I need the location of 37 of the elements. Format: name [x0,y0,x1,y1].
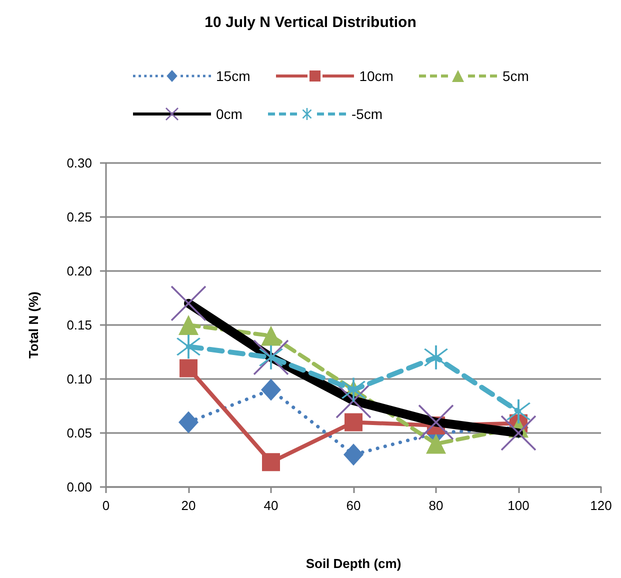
y-tick-label: 0.05 [66,426,92,440]
point [170,286,206,322]
point [261,326,281,346]
y-tick-label: 0.30 [66,156,92,170]
point [176,334,200,359]
point [261,378,281,401]
x-axis-title: Soil Depth (cm) [306,556,402,571]
point [426,434,446,454]
y-tick-label: 0.15 [66,318,92,332]
x-tick-label: 100 [508,498,530,513]
legend-label: 0cm [216,106,242,122]
legend-label: 10cm [359,68,394,84]
point [424,345,448,370]
chart-title: 10 July N Vertical Distribution [204,14,416,31]
point [418,404,454,440]
point [178,411,198,434]
y-tick-label: 0.25 [66,210,92,224]
point [178,315,198,335]
point [180,359,198,378]
point [344,413,362,432]
point [506,399,530,424]
legend-label: 15cm [216,68,250,84]
point [344,444,364,466]
x-tick-label: 60 [346,498,361,513]
legend-label: -5cm [351,106,383,122]
x-tick-label: 0 [102,498,110,513]
x-tick-label: 40 [264,498,278,513]
y-axis-title: Total N (%) [26,292,41,358]
x-tick-label: 80 [428,498,444,513]
y-tick-label: 0.20 [66,264,92,278]
point [259,345,283,370]
legend-label: 5cm [502,68,529,84]
y-tick-label: 0.10 [66,372,92,386]
y-tick-label: 0.00 [66,480,92,494]
x-tick-label: 20 [181,498,196,513]
x-tick-label: 120 [590,498,612,513]
point [262,453,280,472]
